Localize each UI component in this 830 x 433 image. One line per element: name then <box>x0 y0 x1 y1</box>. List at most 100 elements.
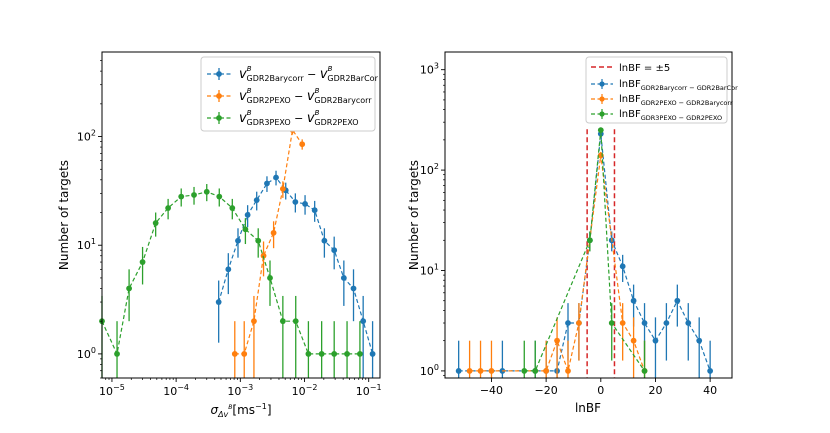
series-line-green <box>524 130 645 372</box>
series-line-orange <box>234 128 303 355</box>
point-green <box>608 320 615 326</box>
point-blue <box>321 237 328 244</box>
x-tick-label: −20 <box>535 384 558 397</box>
y-tick-label: 100 <box>77 346 96 361</box>
point-orange <box>554 337 560 344</box>
legend-entry-green: vB GDR3PEXO − vB GDR2PEXO <box>239 109 359 127</box>
point-blue <box>235 237 241 244</box>
point-green <box>229 205 236 211</box>
legend-entry-orange: lnBFGDR2PEXO − GDR2Barycorr <box>619 94 733 107</box>
point-orange <box>488 368 495 374</box>
point-blue <box>350 285 357 292</box>
point-blue <box>630 297 637 304</box>
series-green <box>99 184 363 378</box>
y-tick-label: 102 <box>420 162 439 177</box>
point-green <box>152 220 159 226</box>
point-green <box>191 192 197 198</box>
point-blue <box>340 275 347 281</box>
x-tick-label: −40 <box>480 384 503 397</box>
point-orange <box>543 368 550 374</box>
point-green <box>216 193 223 200</box>
point-green <box>178 193 185 200</box>
point-blue <box>215 299 222 305</box>
point-orange <box>299 141 306 148</box>
point-blue <box>292 199 299 205</box>
point-blue <box>331 247 338 254</box>
series-green <box>521 127 648 378</box>
point-green <box>114 350 120 357</box>
x-tick-label: 10−2 <box>292 383 318 398</box>
point-blue <box>369 350 376 357</box>
x-axis-label: lnBF <box>575 401 601 415</box>
legend-marker-blue <box>599 81 605 87</box>
series-orange <box>231 125 306 378</box>
y-tick-label: 100 <box>420 363 439 378</box>
point-green <box>305 350 312 357</box>
x-tick-label: 10−3 <box>227 383 253 398</box>
point-green <box>318 350 325 357</box>
point-blue <box>244 212 251 218</box>
point-blue <box>455 368 462 374</box>
legend-entry-green: lnBFGDR3PEXO − GDR2PEXO <box>619 109 722 122</box>
point-orange <box>630 337 637 344</box>
y-tick-label: 101 <box>77 237 96 252</box>
point-orange <box>466 368 473 374</box>
x-tick-label: 40 <box>703 384 717 397</box>
point-blue <box>652 337 659 344</box>
point-green <box>126 285 132 292</box>
x-tick-label: 20 <box>648 384 662 397</box>
point-blue <box>663 320 670 326</box>
point-green <box>165 205 172 211</box>
x-tick-label: 0 <box>597 384 604 397</box>
point-orange <box>477 368 484 374</box>
legend-marker-green <box>216 115 222 121</box>
y-axis-label: Number of targets <box>57 160 71 270</box>
point-blue <box>360 318 367 325</box>
point-orange <box>231 350 238 357</box>
point-blue <box>264 180 270 187</box>
point-orange <box>251 318 257 325</box>
x-tick-label: 10−1 <box>356 383 382 398</box>
legend-marker-blue <box>216 71 222 77</box>
point-blue <box>641 320 648 326</box>
legend-entry-blue: vB GDR2Barycorr − vB GDR2BarCor <box>239 65 379 83</box>
point-green <box>279 318 286 325</box>
point-blue <box>273 174 279 181</box>
legend-marker-orange <box>599 96 605 102</box>
point-blue <box>225 266 232 273</box>
point-blue <box>302 201 308 207</box>
point-green <box>242 226 249 233</box>
series-blue <box>215 170 376 378</box>
point-blue <box>696 337 703 344</box>
axes-frame <box>444 51 733 379</box>
point-blue <box>565 320 571 326</box>
point-green <box>521 368 528 374</box>
point-green <box>586 237 593 244</box>
left-panel-sigma-histogram: 10−5 10−4 10−3 10−2 10−1 100 101 102 Number of t… <box>57 51 382 419</box>
legend-entry-orange: vB GDR2PEXO − vB GDR2Barycorr <box>239 87 372 105</box>
legend-marker-green <box>599 111 605 117</box>
legend-entry-threshold: lnBF = ±5 <box>619 63 670 74</box>
y-tick-label: 101 <box>420 263 439 278</box>
legend-entry-blue: lnBFGDR2Barycorr − GDR2BarCor <box>619 79 738 92</box>
point-green <box>532 368 539 374</box>
point-blue <box>685 320 692 326</box>
legend-marker-orange <box>216 93 222 99</box>
point-orange <box>270 229 277 236</box>
y-tick-label: 102 <box>77 129 96 144</box>
point-green <box>597 127 604 134</box>
series-line-orange <box>469 155 646 374</box>
point-green <box>292 318 299 325</box>
point-green <box>203 188 210 195</box>
point-orange <box>241 350 248 357</box>
point-green <box>139 259 146 265</box>
point-green <box>255 237 262 244</box>
point-green <box>357 350 363 357</box>
axes-frame <box>101 51 381 379</box>
point-orange <box>279 185 286 192</box>
point-blue <box>619 263 626 270</box>
legend-box <box>585 56 728 124</box>
y-axis-label: Number of targets <box>407 160 421 270</box>
point-orange <box>619 320 626 326</box>
